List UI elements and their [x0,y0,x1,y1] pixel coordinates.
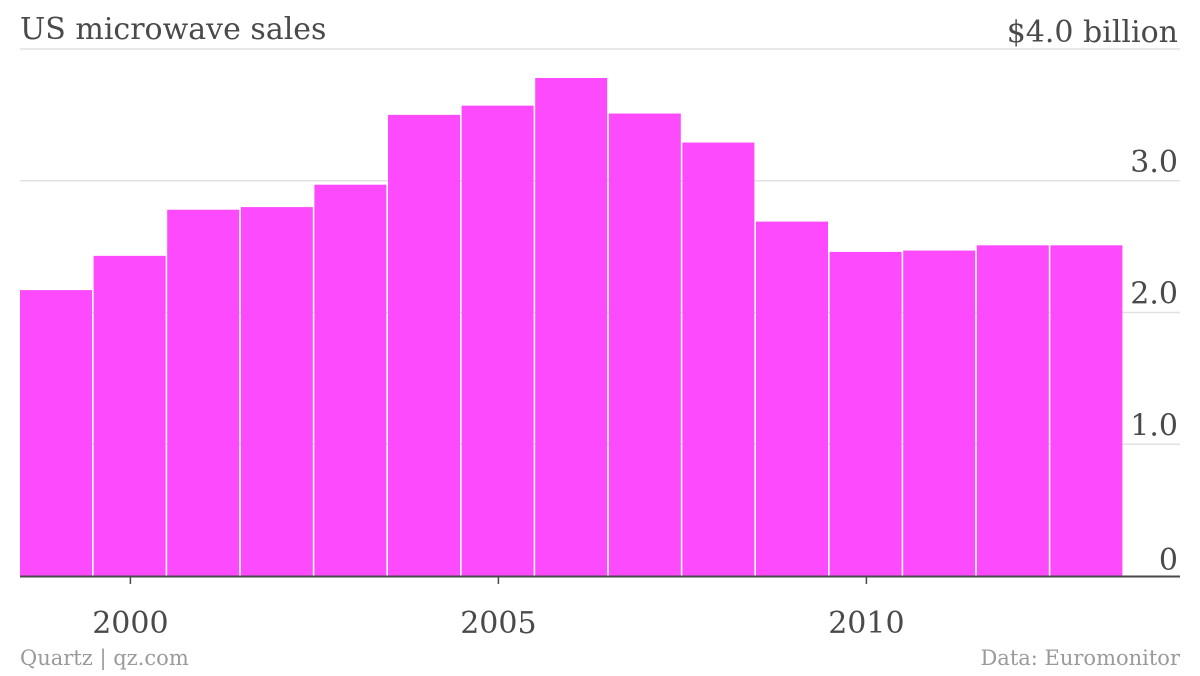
bar-2002 [240,207,313,576]
y-axis-labels: 0 1.0 2.0 3.0 $4.0 billion [1007,15,1178,578]
bar-2004 [388,114,460,576]
x-axis: 2000 2005 2010 [20,575,1180,641]
bar-2013 [1050,245,1123,576]
y-tick-label: 3.0 [1130,145,1178,180]
x-tick-label: 2005 [460,606,536,641]
y-tick-label: 0 [1159,543,1178,578]
source-credit: Quartz | qz.com [20,646,189,670]
bar-2009 [756,221,828,576]
x-tick-label: 2000 [92,606,168,641]
bar-2010 [829,251,902,576]
data-source: Data: Euromonitor [980,646,1180,670]
bar-2011 [903,250,976,576]
chart-title: US microwave sales [20,12,327,47]
bar-2000 [93,255,166,576]
bar-2008 [682,142,755,577]
bar-1999 [20,290,92,576]
bar-2007 [608,113,681,577]
bar-2006 [535,77,608,577]
y-tick-label: $4.0 billion [1007,15,1178,50]
bar-2005 [461,105,534,576]
bars [20,77,1123,577]
x-tick-label: 2010 [828,606,904,641]
bar-2012 [976,245,1049,576]
y-tick-label: 2.0 [1130,277,1178,312]
y-tick-label: 1.0 [1130,408,1178,443]
bar-2001 [167,209,240,577]
bar-2003 [314,184,387,576]
